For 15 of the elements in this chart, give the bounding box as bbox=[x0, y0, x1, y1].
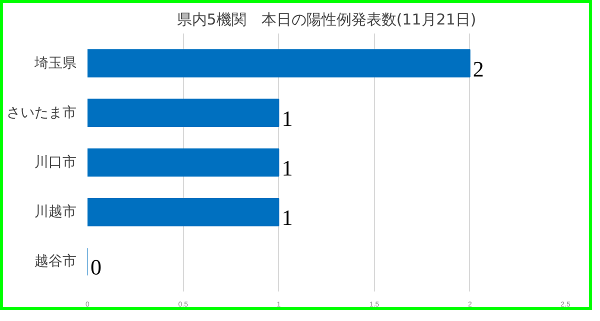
data-label: 0 bbox=[90, 254, 102, 280]
data-label: 1 bbox=[282, 156, 293, 180]
y-tick-label: さいたま市 bbox=[6, 104, 76, 121]
y-tick-label: 川越市 bbox=[34, 204, 76, 220]
y-tick-label: 越谷市 bbox=[34, 254, 76, 270]
bar bbox=[88, 198, 280, 226]
data-label: 1 bbox=[282, 205, 293, 230]
chart-title: 県内5機関 本日の陽性例発表数(11月21日) bbox=[176, 10, 476, 28]
bar bbox=[88, 98, 280, 128]
y-tick-label: 埼玉県 bbox=[34, 55, 76, 72]
y-tick-label: 川口市 bbox=[34, 154, 76, 170]
bar bbox=[88, 148, 280, 177]
data-label: 1 bbox=[282, 106, 293, 131]
bar bbox=[88, 49, 470, 78]
data-label: 2 bbox=[472, 56, 484, 82]
